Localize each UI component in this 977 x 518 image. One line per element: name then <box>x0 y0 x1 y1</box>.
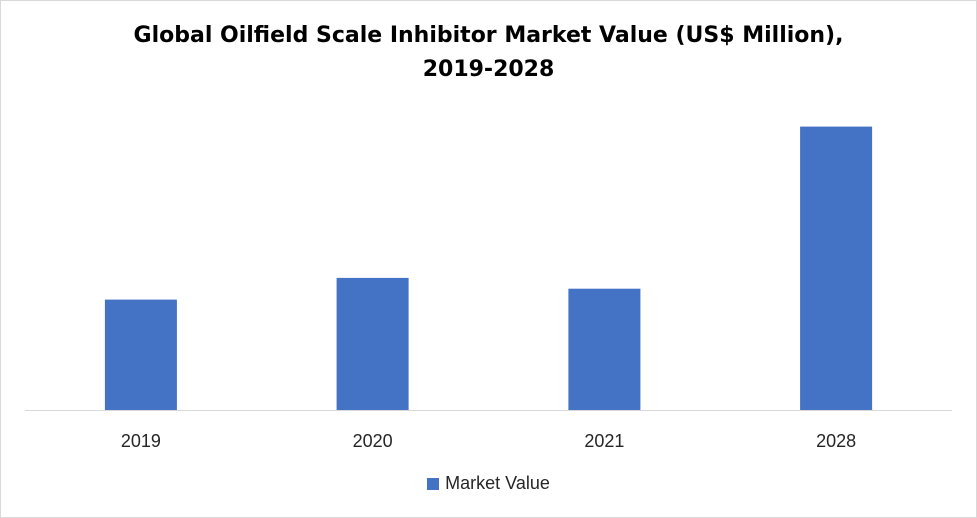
x-tick-label-2028: 2028 <box>816 431 856 451</box>
bar-2019 <box>104 299 177 410</box>
chart-title: Global Oilfield Scale Inhibitor Market V… <box>1 19 976 87</box>
x-tick-label-2020: 2020 <box>353 431 393 451</box>
bar-2020 <box>336 277 409 410</box>
bar-2021 <box>568 288 641 410</box>
chart-title-line-2: 2019-2028 <box>422 57 555 82</box>
x-tick-label-2019: 2019 <box>121 431 161 451</box>
chart-title-line-1: Global Oilfield Scale Inhibitor Market V… <box>133 23 844 48</box>
legend: Market Value <box>1 473 976 494</box>
legend-label: Market Value <box>445 473 550 493</box>
bar-2028 <box>800 126 873 410</box>
legend-swatch <box>427 477 440 490</box>
x-tick-label-2021: 2021 <box>584 431 624 451</box>
